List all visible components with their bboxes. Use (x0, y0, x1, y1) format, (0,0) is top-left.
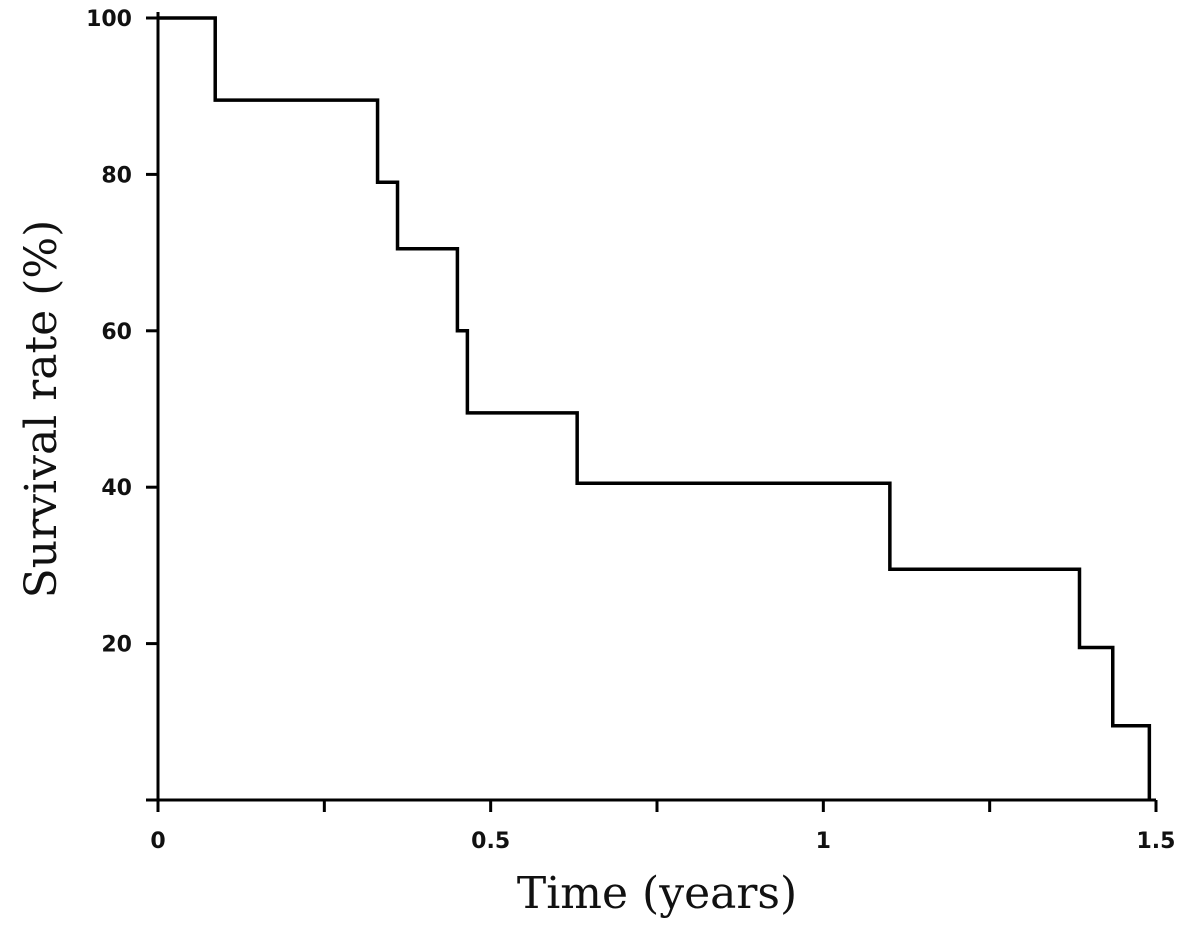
y-tick-label: 60 (101, 320, 132, 345)
survival-curve (158, 16, 1152, 800)
ticks-layer (146, 16, 1158, 812)
y-tick-label: 20 (101, 633, 132, 658)
x-axis-title: Time (years) (517, 868, 797, 919)
y-tick-label: 80 (101, 163, 132, 188)
x-tick-label: 1.5 (1137, 829, 1176, 854)
y-tick-label: 100 (86, 7, 132, 32)
y-axis-title: Survival rate (%) (16, 220, 67, 599)
y-tick-label: 40 (101, 476, 132, 501)
x-tick-label: 1 (816, 829, 831, 854)
labels-layer: 0 0.5 1 1.5 20 40 60 80 100 (86, 7, 1175, 854)
series-layer (158, 16, 1152, 800)
x-tick-label: 0 (150, 829, 165, 854)
x-tick-label: 0.5 (471, 829, 510, 854)
